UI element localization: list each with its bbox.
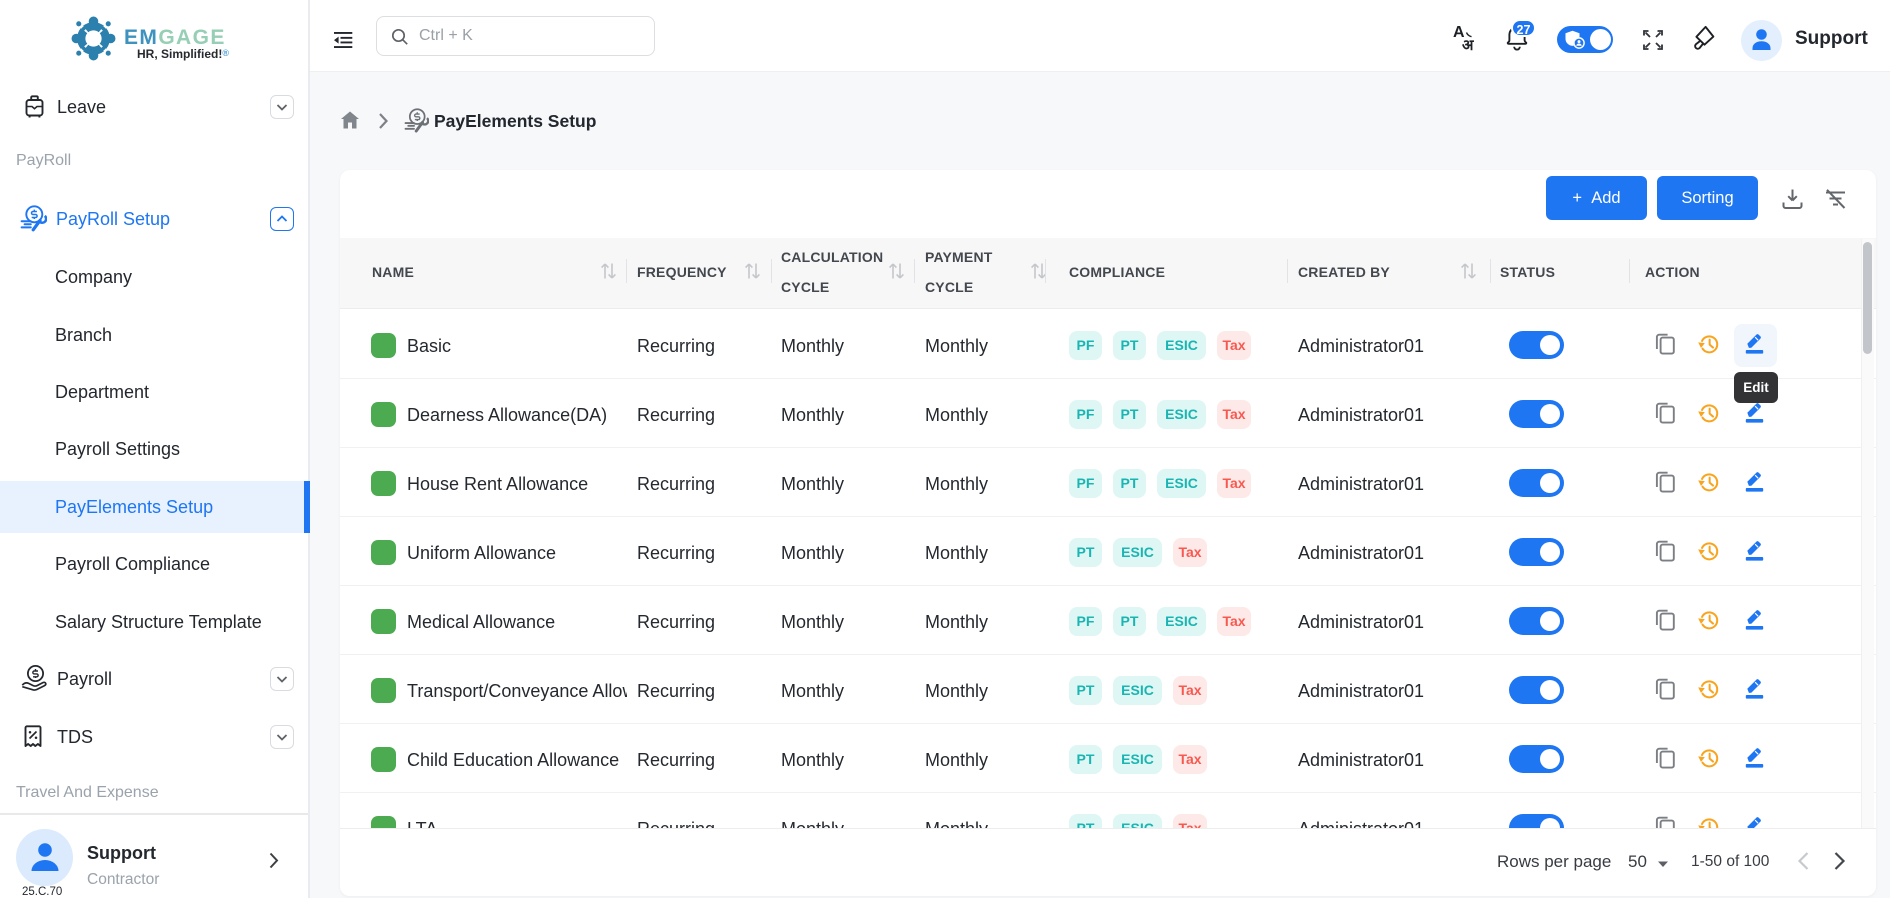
svg-text:अ: अ [1462,37,1474,54]
svg-text:A: A [1453,24,1465,41]
